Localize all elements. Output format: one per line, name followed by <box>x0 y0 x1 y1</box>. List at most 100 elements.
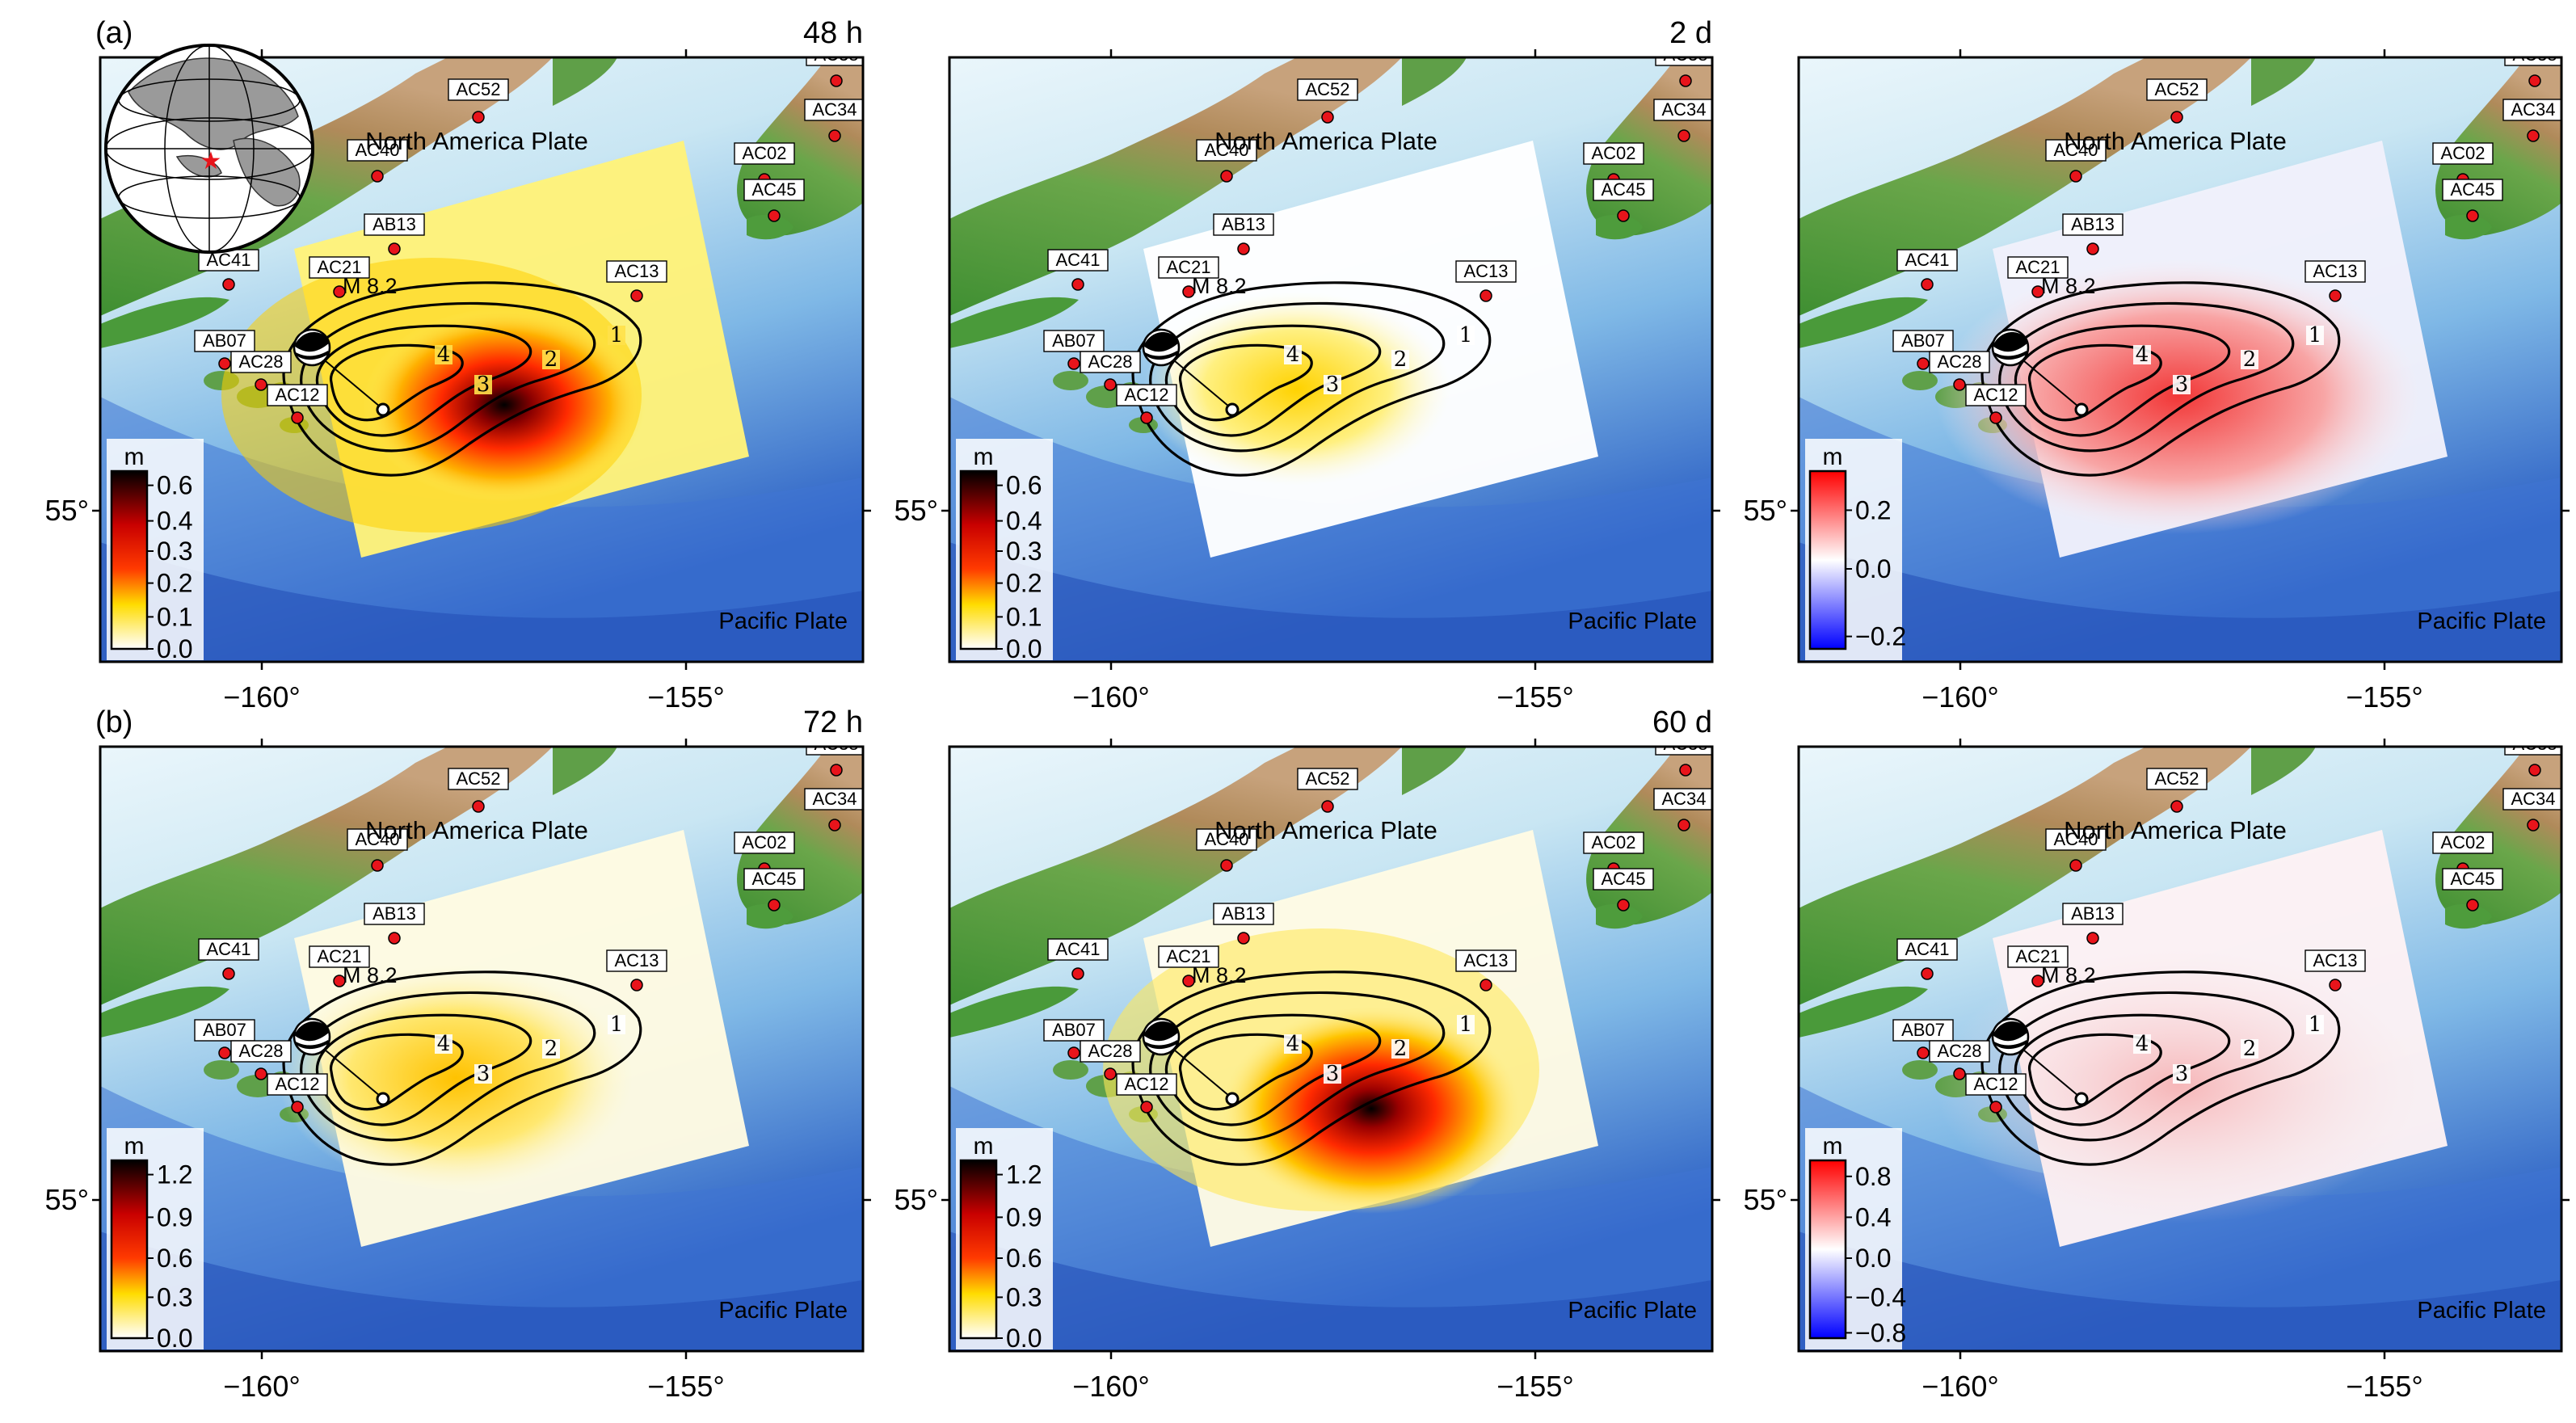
contour-label: 1 <box>2309 1013 2322 1037</box>
station-label: AC02 <box>1591 143 1635 163</box>
x-axis-tick-label: −160° <box>1921 1370 1998 1403</box>
station-label-box <box>1043 330 1105 352</box>
gps-station-marker <box>2086 242 2099 255</box>
gps-station-marker <box>2069 170 2082 183</box>
colorbar-tick-label: −0.4 <box>1855 1282 1906 1311</box>
colorbar-tick-label: 0.3 <box>1006 1282 1042 1311</box>
gps-station-marker <box>1480 979 1492 991</box>
gps-station-marker <box>2031 285 2044 298</box>
colorbar-tick-label: 0.1 <box>157 602 192 631</box>
gps-station-marker <box>2528 764 2541 777</box>
gps-station-marker <box>2069 859 2082 872</box>
land-island <box>747 903 793 929</box>
contour-label: 4 <box>1286 343 1300 367</box>
colorbar-tick-label: 0.2 <box>1855 495 1891 524</box>
focal-mechanism-icon <box>293 328 331 367</box>
coseismic-slip-contour <box>282 970 642 1166</box>
station-label-box <box>2442 179 2503 201</box>
epicenter-marker <box>376 1092 390 1106</box>
station-label-box <box>1455 260 1517 283</box>
coseismic-slip-contour <box>1980 281 2341 477</box>
colorbar-tick-label: 0.0 <box>1855 554 1891 583</box>
gps-station-marker <box>1104 1067 1117 1080</box>
coseismic-slip-contour <box>330 343 464 422</box>
station-label: AC41 <box>1905 250 1949 270</box>
focal-compression <box>294 332 330 352</box>
contour-label-bg <box>2133 1034 2151 1054</box>
colorbar-unit: m <box>974 444 994 470</box>
station-label: AC34 <box>2511 99 2555 120</box>
colorbar-tick-label: 0.0 <box>157 1324 192 1353</box>
globe-landmass <box>233 137 301 207</box>
station-label-box <box>734 142 795 165</box>
land-island <box>2445 214 2492 240</box>
panel-label: (b) <box>95 705 133 739</box>
station-label-box <box>1158 256 1219 279</box>
station-label-box <box>1047 249 1109 272</box>
contour-label: 4 <box>1286 1032 1300 1056</box>
station-label-box <box>230 1040 292 1063</box>
station-label-box <box>1593 179 1654 201</box>
station-label: AC28 <box>238 352 283 372</box>
station-label-box <box>2062 903 2124 925</box>
station-label-box <box>267 1073 328 1096</box>
x-axis-tick-label: −155° <box>1496 680 1573 714</box>
contour-label-bg <box>2133 345 2151 364</box>
map-frame <box>948 56 1714 663</box>
contour-label-bg <box>435 345 452 364</box>
land-island <box>2445 903 2492 929</box>
station-label-box <box>1116 384 1177 406</box>
north-america-plate-label: North America Plate <box>1214 127 1437 155</box>
colorbar-tick-label: 0.9 <box>1006 1202 1042 1231</box>
contour-label-bg <box>2173 375 2191 394</box>
colorbar-tick-label: 1.2 <box>1006 1160 1042 1189</box>
station-label-box <box>448 768 509 790</box>
epicenter-marker <box>2074 402 2089 417</box>
station-label-box <box>1583 831 1644 854</box>
gps-station-marker <box>1067 357 1080 370</box>
gps-station-marker <box>828 129 841 142</box>
land-island <box>747 214 793 240</box>
gps-station-marker <box>768 209 781 222</box>
globe-inset: ★ <box>104 44 314 254</box>
gps-station-marker <box>1917 1046 1930 1059</box>
station-label: AB07 <box>1901 1020 1945 1040</box>
gps-station-marker <box>1989 1101 2002 1114</box>
station-label: AC28 <box>1937 1041 1981 1061</box>
contour-label: 1 <box>610 323 624 347</box>
colorbar-tick-label: −0.2 <box>1855 622 1906 651</box>
focal-compression <box>1993 1021 2028 1042</box>
focal-mechanism-icon <box>1991 1017 2030 1056</box>
globe-landmass <box>175 155 222 178</box>
gps-station-marker <box>1237 932 1250 945</box>
colorbar-tick-label: 0.0 <box>1855 1244 1891 1273</box>
station-label-box <box>309 945 370 968</box>
gps-station-marker <box>1071 278 1084 291</box>
contour-label: 3 <box>1326 373 1340 397</box>
station-label-box <box>1965 384 2027 406</box>
epicenter-leader <box>1168 1045 1230 1097</box>
colorbar-unit: m <box>1823 444 1843 470</box>
station-label: AC21 <box>1166 257 1210 277</box>
station-label: AC02 <box>2440 832 2485 853</box>
station-label: AC34 <box>2511 789 2555 809</box>
station-label-box <box>2007 945 2069 968</box>
gps-station-marker <box>1140 1101 1153 1114</box>
station-label: AC21 <box>1166 946 1210 966</box>
contour-label-bg <box>474 375 492 394</box>
gps-station-marker <box>333 285 346 298</box>
coseismic-slip-contour <box>2014 1013 2231 1126</box>
station-label-box <box>1297 768 1358 790</box>
gps-station-marker <box>2528 74 2541 87</box>
gps-station-marker <box>1182 975 1195 987</box>
station-label: AC12 <box>1973 385 2018 405</box>
land-island <box>1596 903 1643 929</box>
station-label-box <box>606 260 667 283</box>
station-label: AC21 <box>317 257 361 277</box>
contour-label: 3 <box>2175 373 2189 397</box>
land-north <box>553 57 617 106</box>
focal-mechanism-icon <box>1991 328 2030 367</box>
colorbar-unit: m <box>1823 1133 1843 1160</box>
